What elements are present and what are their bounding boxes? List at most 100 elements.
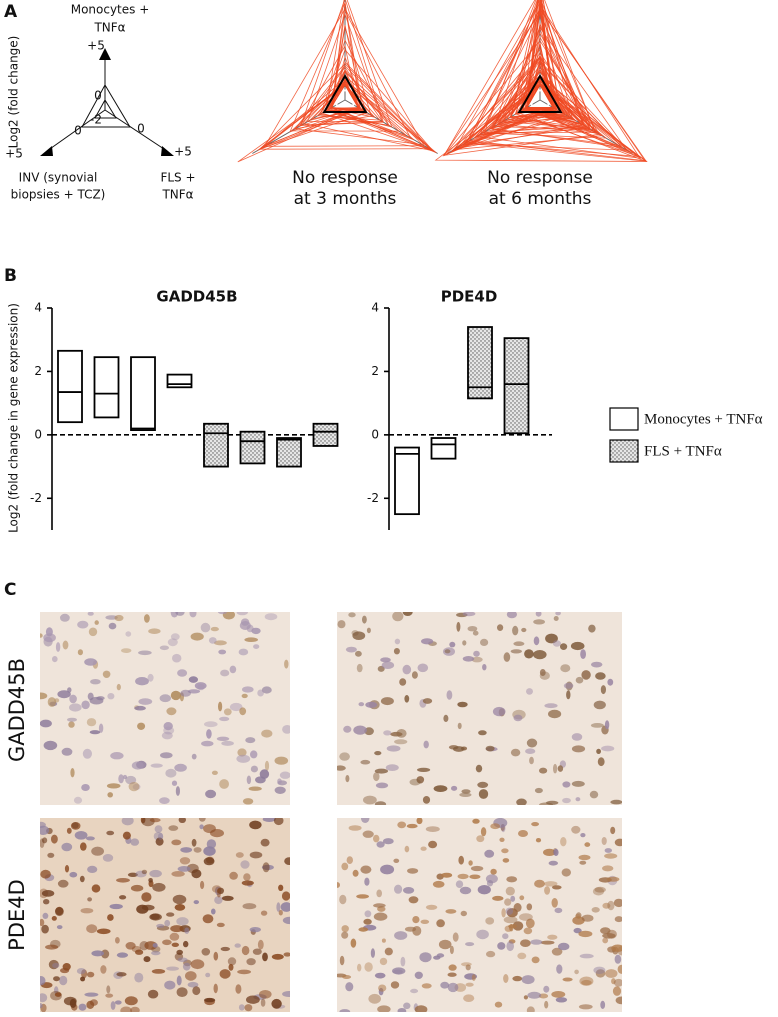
legend-label: FLS + TNFα (644, 443, 722, 459)
cell (221, 740, 234, 746)
cell (553, 616, 559, 621)
cell (358, 927, 369, 932)
cell (177, 669, 188, 677)
cell (446, 690, 453, 700)
axis-max: +5 (174, 145, 192, 159)
box (93, 356, 120, 419)
cell (191, 753, 197, 760)
cell (218, 649, 227, 655)
cell (421, 638, 434, 645)
cell (543, 985, 550, 993)
cell (47, 697, 57, 707)
arrow-head (99, 48, 111, 60)
cell (378, 984, 387, 992)
cell (392, 967, 406, 975)
cell (358, 702, 365, 707)
cell (235, 984, 242, 994)
cell (88, 627, 98, 637)
cell (362, 615, 367, 624)
cell (85, 836, 95, 841)
radar-line (502, 84, 554, 122)
cell (348, 825, 362, 831)
cell (261, 729, 273, 738)
cell (84, 658, 97, 666)
cell (171, 871, 185, 877)
cell (168, 825, 179, 831)
radar-line (443, 40, 601, 156)
cell (159, 694, 171, 703)
cell (241, 880, 254, 886)
cell (261, 686, 272, 694)
y-tick-label: -2 (367, 491, 379, 505)
cell (59, 975, 68, 986)
radar-line (258, 63, 431, 150)
cell (461, 962, 472, 967)
cell (107, 693, 115, 700)
cell (227, 957, 237, 966)
cell (501, 908, 506, 918)
cell (64, 865, 70, 873)
cell (259, 769, 270, 779)
cell (510, 895, 516, 902)
cell (98, 723, 104, 733)
cell (235, 852, 244, 858)
radar-line (502, 51, 591, 130)
cell (602, 933, 616, 939)
y-axis-label: Log2 (fold change in gene expression) (7, 303, 21, 533)
legend-label: Monocytes + TNFα (644, 411, 763, 427)
cell (130, 838, 140, 846)
cell (524, 649, 534, 659)
radar-line (474, 56, 555, 138)
cell (478, 730, 487, 736)
cell (462, 640, 467, 646)
cell (560, 643, 568, 650)
cell (40, 692, 48, 700)
cell (552, 640, 562, 647)
cell (504, 898, 512, 906)
cell (116, 683, 121, 691)
cell (490, 823, 501, 830)
cell (238, 648, 249, 656)
cell (171, 839, 182, 846)
micrograph (40, 818, 290, 1012)
cell (428, 840, 438, 849)
cell (555, 997, 568, 1003)
cell (219, 716, 230, 722)
cell (478, 789, 489, 799)
cell (193, 900, 199, 905)
cell (114, 614, 124, 622)
cell (262, 862, 270, 873)
cell (89, 999, 98, 1006)
cell (373, 772, 380, 782)
cell (526, 903, 533, 911)
cell (462, 656, 475, 662)
cell (176, 975, 182, 986)
axis-name: FLS + (160, 171, 195, 185)
cell (116, 878, 130, 883)
cell (497, 942, 506, 950)
cell (533, 650, 547, 660)
cell (376, 889, 383, 898)
cell (600, 1000, 606, 1010)
cell (480, 827, 487, 837)
cell (169, 932, 180, 941)
cell (106, 830, 115, 836)
cell (593, 700, 606, 710)
cell (419, 952, 432, 963)
cell (189, 612, 197, 618)
cell (79, 875, 85, 883)
cell (441, 872, 453, 878)
y-tick-label: 2 (34, 364, 42, 378)
radar-line (442, 11, 556, 157)
cell (234, 943, 241, 948)
cell (172, 894, 187, 905)
ring-label: 0 (74, 124, 82, 138)
cell (470, 865, 484, 872)
cell (590, 723, 604, 728)
cell (55, 907, 64, 917)
caption: at 6 months (489, 189, 592, 209)
cell (143, 956, 151, 963)
cell (595, 672, 606, 680)
cell (560, 664, 571, 673)
cell (485, 745, 495, 752)
